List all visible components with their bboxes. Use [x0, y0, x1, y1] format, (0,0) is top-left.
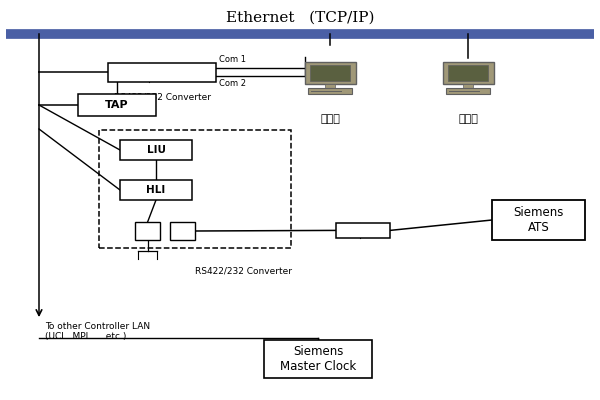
Text: TAP: TAP [105, 100, 129, 110]
Text: To other Controller LAN
(UCI   MPI. … etc.): To other Controller LAN (UCI MPI. … etc.… [45, 322, 150, 341]
Text: 备份站: 备份站 [458, 114, 478, 124]
Text: Com 1: Com 1 [219, 55, 246, 64]
Text: 工作站: 工作站 [320, 114, 340, 124]
Bar [492, 200, 585, 240]
Text: Siemens
Master Clock: Siemens Master Clock [280, 345, 356, 373]
Bar [108, 63, 216, 82]
Bar [264, 340, 372, 378]
Text: RS422/232 Converter: RS422/232 Converter [195, 266, 292, 275]
Bar [305, 62, 356, 84]
Bar [448, 65, 488, 81]
Text: Ethernet   (TCP/IP): Ethernet (TCP/IP) [226, 10, 374, 24]
Text: Com 2: Com 2 [219, 80, 246, 88]
Bar [308, 88, 352, 94]
Bar [120, 140, 192, 160]
Bar [336, 223, 390, 238]
Bar [446, 88, 490, 94]
Bar [135, 222, 160, 240]
Text: LIU: LIU [146, 145, 166, 155]
Text: HLI: HLI [146, 185, 166, 195]
Bar [120, 180, 192, 200]
Bar [443, 62, 493, 84]
Bar [78, 94, 156, 116]
Bar [325, 84, 335, 88]
Bar [310, 65, 350, 81]
Bar [99, 130, 291, 248]
Bar [463, 84, 473, 88]
Text: Siemens
ATS: Siemens ATS [514, 206, 563, 234]
Bar [170, 222, 195, 240]
Text: RS422/232 Converter: RS422/232 Converter [113, 92, 211, 101]
